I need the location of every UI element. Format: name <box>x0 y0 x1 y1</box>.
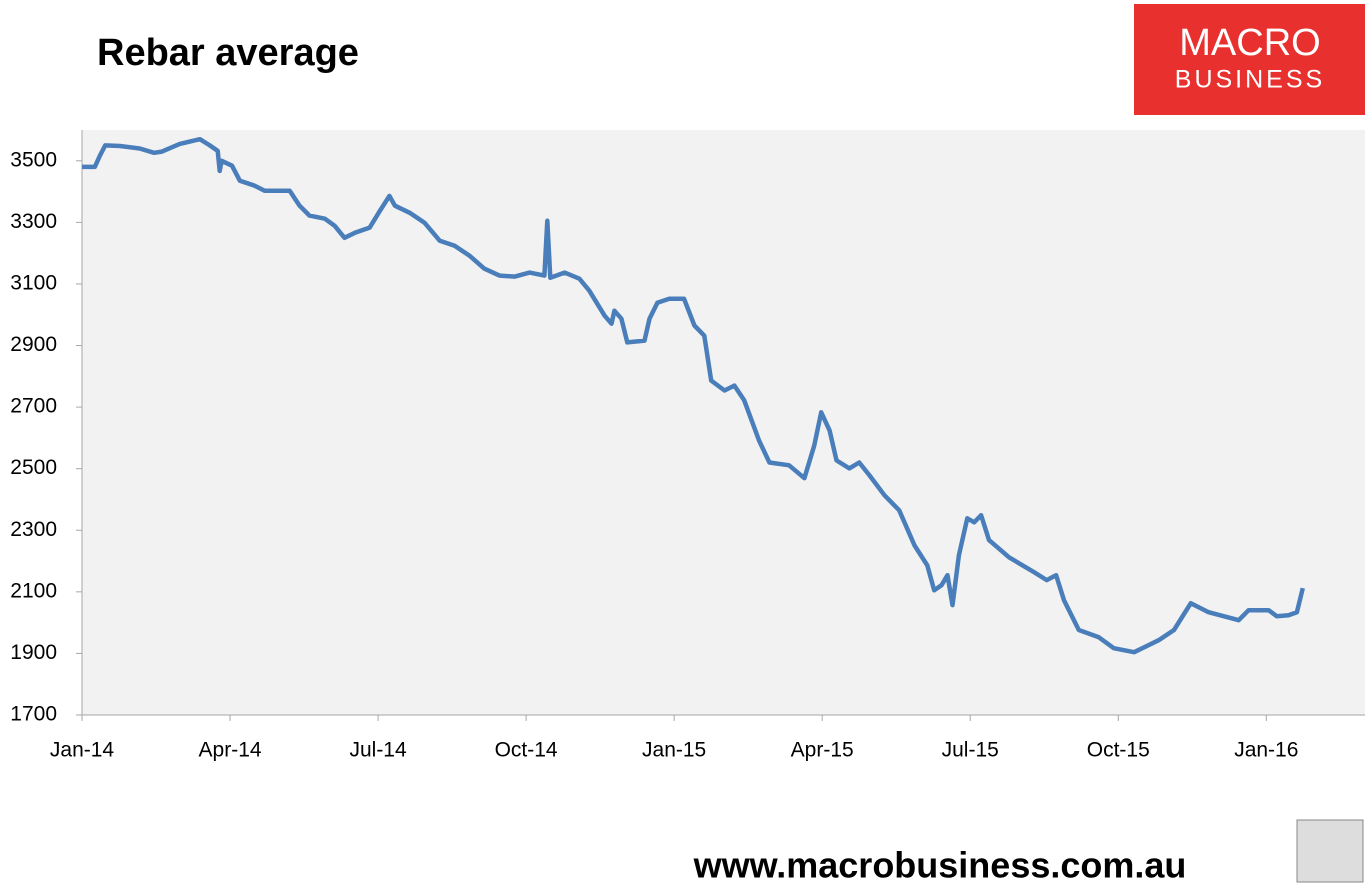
x-tick-label: Oct-15 <box>1087 739 1150 762</box>
footer-url: www.macrobusiness.com.au <box>693 845 1187 886</box>
y-tick-label: 2300 <box>10 518 57 541</box>
data-line <box>82 136 1305 655</box>
fox-icon <box>1296 819 1364 883</box>
logo-line2: BUSINESS <box>1175 66 1325 94</box>
logo-line1: MACRO <box>1179 22 1320 64</box>
x-tick-label: Jul-14 <box>349 739 407 762</box>
y-tick-label: 2500 <box>10 456 57 479</box>
x-tick-label: Oct-14 <box>495 739 558 762</box>
y-tick-label: 3500 <box>10 148 57 171</box>
x-tick-label: Apr-14 <box>199 739 262 762</box>
plot: 1700 1900 2100 2300 2500 2700 2900 3100 3300 3500… <box>10 130 1365 762</box>
y-tick-label: 3100 <box>10 271 57 294</box>
x-tick-label: Jan-15 <box>642 739 706 762</box>
x-tick-label: Jul-15 <box>942 739 999 762</box>
logo-box <box>1134 4 1365 115</box>
x-tick-label: Jan-14 <box>50 739 115 762</box>
y-tick-label: 3300 <box>10 210 57 233</box>
x-tick-label: Apr-15 <box>791 739 854 762</box>
plot-area <box>82 130 1365 715</box>
x-tick-label: Jan-16 <box>1234 739 1298 762</box>
chart-title: Rebar average <box>97 32 359 74</box>
y-tick-label: 2700 <box>10 395 57 418</box>
y-tick-label: 2100 <box>10 579 57 602</box>
y-tick-label: 2900 <box>10 333 57 356</box>
y-tick-label: 1900 <box>10 641 57 664</box>
y-tick-label: 1700 <box>10 703 57 726</box>
